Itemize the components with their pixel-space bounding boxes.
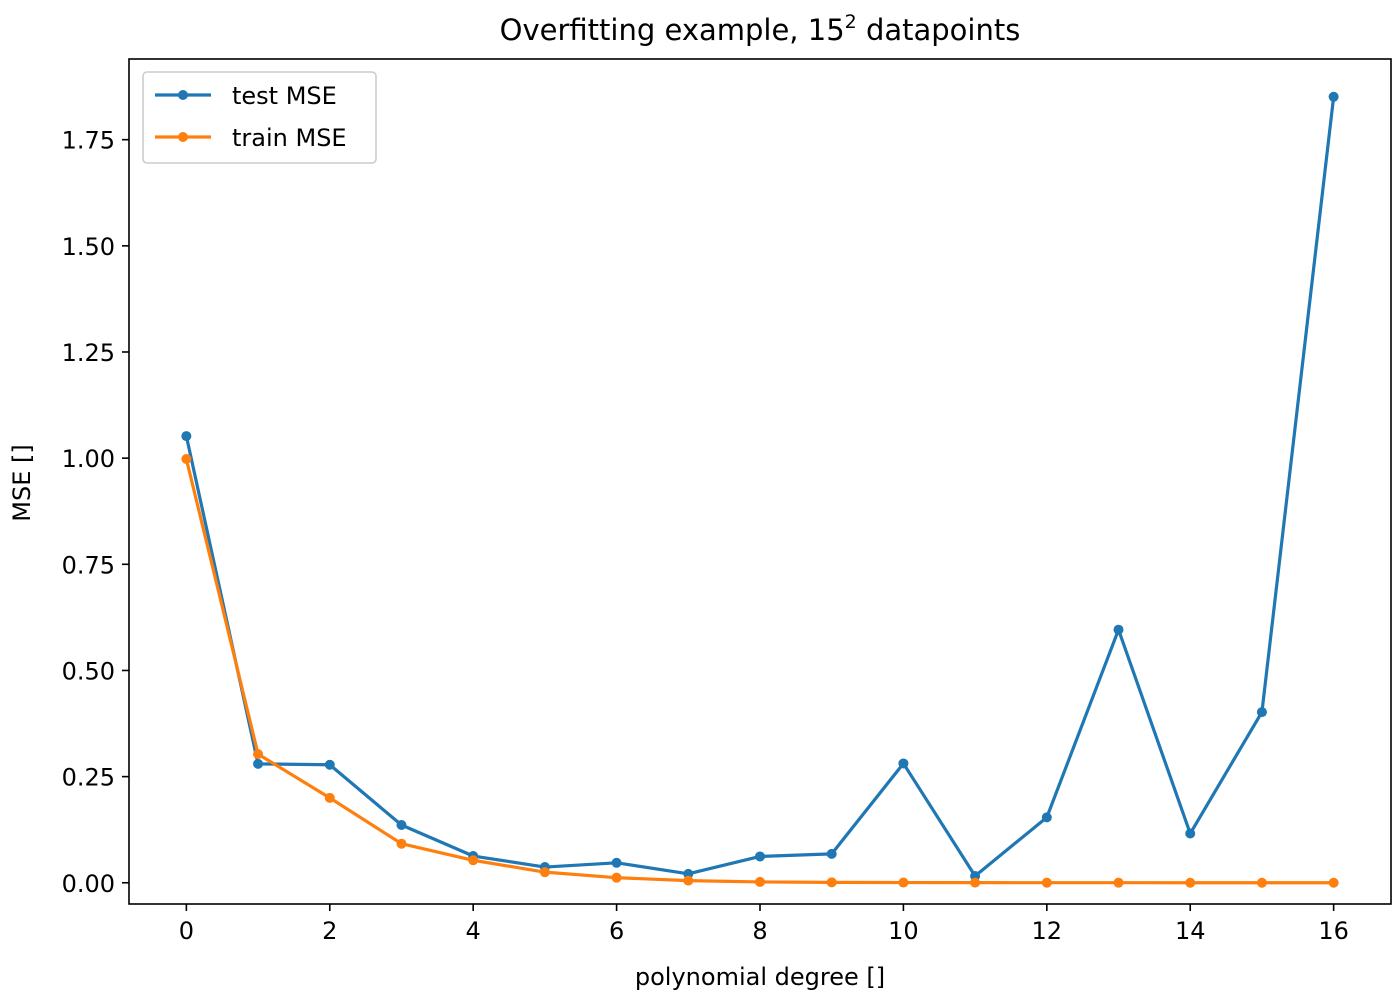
- data-point-test-mse: [1328, 91, 1339, 102]
- series-layer: [181, 91, 1339, 888]
- y-axis-ticks: 0.00 0.25 0.50 0.75 1.00 1.25 1.50 1.75: [62, 127, 129, 898]
- x-tick-label: 14: [1175, 917, 1206, 945]
- y-tick-label: 1.25: [62, 339, 115, 367]
- legend-label-test-mse: test MSE: [232, 82, 337, 110]
- data-point-train-mse: [253, 749, 264, 760]
- legend-marker-test-mse: [178, 90, 188, 100]
- legend: test MSE train MSE: [142, 71, 377, 164]
- x-tick-label: 12: [1032, 917, 1063, 945]
- data-point-test-mse: [1185, 828, 1196, 839]
- data-point-test-mse: [755, 851, 765, 862]
- data-point-test-mse: [1256, 707, 1267, 718]
- chart-title: Overfitting example, 152 datapoints: [500, 11, 1021, 47]
- data-point-test-mse: [324, 759, 335, 770]
- x-tick-label: 10: [888, 917, 919, 945]
- legend-label-train-mse: train MSE: [232, 124, 347, 152]
- data-point-train-mse: [181, 453, 192, 464]
- data-point-train-mse: [1256, 877, 1267, 888]
- data-point-test-mse: [181, 431, 192, 442]
- title-superscript: 2: [845, 11, 857, 33]
- x-axis-label: polynomial degree []: [635, 963, 885, 991]
- legend-item-train-mse: train MSE: [155, 124, 347, 152]
- data-point-test-mse: [898, 758, 909, 769]
- title-suffix: datapoints: [857, 13, 1021, 47]
- series-train-mse: [181, 453, 1339, 888]
- data-point-test-mse: [826, 848, 837, 859]
- data-point-train-mse: [683, 875, 694, 886]
- y-tick-label: 1.50: [62, 233, 115, 261]
- data-point-train-mse: [1185, 877, 1196, 888]
- data-point-test-mse: [253, 758, 264, 769]
- legend-item-test-mse: test MSE: [155, 82, 337, 110]
- y-tick-label: 0.00: [62, 870, 115, 898]
- x-tick-label: 4: [466, 917, 481, 945]
- y-axis-label: MSE []: [8, 444, 36, 521]
- data-point-train-mse: [611, 872, 622, 883]
- data-point-train-mse: [539, 867, 550, 878]
- data-point-train-mse: [1113, 877, 1124, 888]
- legend-marker-train-mse: [178, 132, 188, 142]
- y-tick-label: 0.50: [62, 657, 115, 685]
- data-point-train-mse: [1041, 877, 1052, 888]
- x-tick-label: 2: [322, 917, 337, 945]
- y-tick-label: 0.25: [62, 764, 115, 792]
- data-point-test-mse: [611, 857, 622, 868]
- y-tick-label: 1.00: [62, 445, 115, 473]
- data-point-train-mse: [396, 838, 407, 849]
- x-axis-ticks: 0 2 4 6 8 10 12 14 16: [179, 904, 1349, 945]
- y-tick-label: 1.75: [62, 127, 115, 155]
- data-point-test-mse: [1113, 624, 1124, 635]
- data-point-train-mse: [1328, 877, 1339, 888]
- data-point-train-mse: [826, 877, 837, 888]
- data-point-test-mse: [396, 820, 407, 831]
- data-point-train-mse: [324, 792, 335, 803]
- x-tick-label: 8: [752, 917, 767, 945]
- data-point-train-mse: [970, 877, 981, 888]
- data-point-train-mse: [468, 855, 479, 866]
- x-tick-label: 6: [609, 917, 624, 945]
- x-tick-label: 0: [179, 917, 194, 945]
- data-point-train-mse: [898, 877, 909, 888]
- y-tick-label: 0.75: [62, 551, 115, 579]
- data-point-test-mse: [1041, 812, 1052, 823]
- x-tick-label: 16: [1318, 917, 1349, 945]
- data-point-train-mse: [755, 876, 765, 887]
